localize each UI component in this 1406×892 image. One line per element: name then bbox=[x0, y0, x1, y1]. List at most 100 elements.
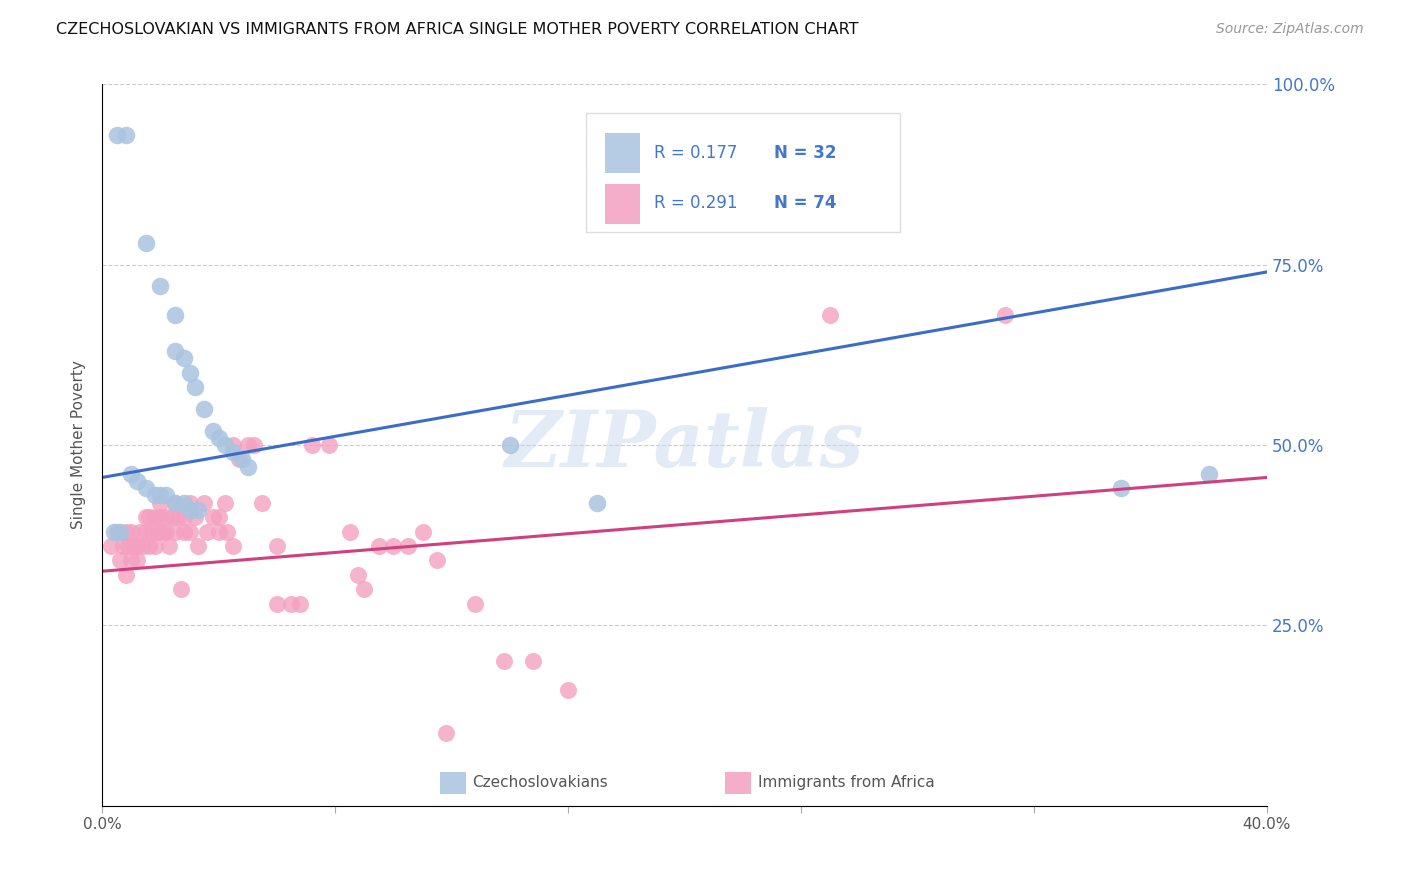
Point bbox=[127, 474, 149, 488]
Point bbox=[103, 524, 125, 539]
Point bbox=[114, 567, 136, 582]
Point bbox=[187, 539, 209, 553]
Point bbox=[135, 481, 157, 495]
Point bbox=[127, 539, 149, 553]
Point bbox=[146, 524, 169, 539]
Bar bbox=[440, 772, 465, 794]
Point bbox=[173, 524, 195, 539]
Point bbox=[266, 539, 288, 553]
Point bbox=[129, 524, 152, 539]
Text: Source: ZipAtlas.com: Source: ZipAtlas.com bbox=[1216, 22, 1364, 37]
Point bbox=[132, 539, 155, 553]
Text: R = 0.291: R = 0.291 bbox=[654, 194, 738, 212]
Point bbox=[108, 553, 131, 567]
Bar bbox=[606, 184, 640, 224]
Point bbox=[236, 438, 259, 452]
Point bbox=[179, 503, 201, 517]
Point bbox=[114, 524, 136, 539]
Point bbox=[231, 452, 253, 467]
Point bbox=[586, 496, 609, 510]
Text: N = 32: N = 32 bbox=[775, 144, 837, 162]
Point bbox=[217, 524, 239, 539]
Text: ZIPatlas: ZIPatlas bbox=[505, 407, 865, 483]
Point bbox=[143, 539, 166, 553]
Point bbox=[149, 496, 172, 510]
Bar bbox=[606, 134, 640, 173]
Point bbox=[155, 524, 177, 539]
Text: N = 74: N = 74 bbox=[775, 194, 837, 212]
Point bbox=[163, 496, 186, 510]
Point bbox=[163, 344, 186, 359]
Point bbox=[208, 524, 231, 539]
Point bbox=[184, 510, 207, 524]
Point bbox=[201, 510, 224, 524]
Point bbox=[464, 597, 486, 611]
Point bbox=[138, 539, 160, 553]
Point bbox=[149, 488, 172, 502]
Point bbox=[396, 539, 419, 553]
Point bbox=[120, 467, 142, 481]
Point bbox=[994, 308, 1017, 322]
Point bbox=[167, 510, 190, 524]
Point bbox=[160, 510, 183, 524]
Point bbox=[143, 488, 166, 502]
Point bbox=[266, 597, 288, 611]
Point bbox=[280, 597, 302, 611]
Point bbox=[193, 496, 215, 510]
Point bbox=[290, 597, 312, 611]
Point bbox=[149, 510, 172, 524]
Y-axis label: Single Mother Poverty: Single Mother Poverty bbox=[72, 360, 86, 530]
Point bbox=[155, 510, 177, 524]
Point bbox=[347, 567, 370, 582]
Point bbox=[114, 128, 136, 142]
Point bbox=[252, 496, 274, 510]
Point bbox=[818, 308, 841, 322]
Point bbox=[152, 524, 174, 539]
Point bbox=[195, 524, 218, 539]
Point bbox=[173, 351, 195, 366]
Point bbox=[353, 582, 375, 597]
Point bbox=[111, 539, 134, 553]
Point bbox=[163, 524, 186, 539]
Point bbox=[222, 539, 245, 553]
Point bbox=[117, 539, 139, 553]
Point bbox=[120, 524, 142, 539]
Point bbox=[173, 510, 195, 524]
Point bbox=[187, 503, 209, 517]
Point bbox=[163, 496, 186, 510]
Point bbox=[522, 654, 544, 668]
Point bbox=[492, 654, 515, 668]
Point bbox=[367, 539, 389, 553]
Point bbox=[138, 510, 160, 524]
Point bbox=[179, 366, 201, 380]
Point bbox=[108, 524, 131, 539]
Point bbox=[135, 510, 157, 524]
Point bbox=[141, 524, 163, 539]
Point bbox=[208, 431, 231, 445]
Point bbox=[127, 553, 149, 567]
Point bbox=[143, 510, 166, 524]
Point bbox=[105, 128, 128, 142]
Point bbox=[135, 236, 157, 251]
Point bbox=[122, 539, 145, 553]
Point bbox=[557, 683, 579, 698]
Point bbox=[1111, 481, 1133, 495]
Text: R = 0.177: R = 0.177 bbox=[654, 144, 738, 162]
Point bbox=[214, 438, 236, 452]
Point bbox=[163, 308, 186, 322]
Point bbox=[434, 726, 457, 740]
Point bbox=[184, 380, 207, 394]
Point bbox=[236, 459, 259, 474]
Point bbox=[208, 510, 231, 524]
Point bbox=[382, 539, 405, 553]
Point bbox=[318, 438, 340, 452]
Point bbox=[179, 524, 201, 539]
Point bbox=[242, 438, 264, 452]
Point bbox=[499, 438, 522, 452]
Point bbox=[214, 496, 236, 510]
Point bbox=[222, 438, 245, 452]
Point bbox=[426, 553, 449, 567]
Point bbox=[170, 582, 193, 597]
Point bbox=[149, 279, 172, 293]
Point bbox=[411, 524, 433, 539]
